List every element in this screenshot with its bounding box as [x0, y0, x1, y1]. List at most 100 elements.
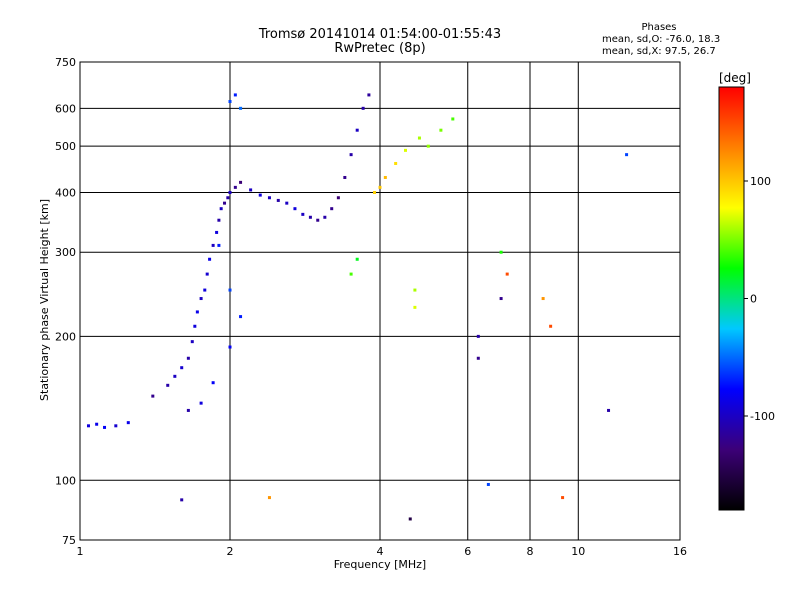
data-point: [499, 297, 503, 301]
y-axis-ticks: 75 100 200 300 400 500 600 750: [55, 56, 76, 547]
data-point: [373, 190, 377, 194]
data-point: [217, 218, 221, 222]
y-tick-label: 100: [55, 474, 76, 487]
data-point: [316, 218, 320, 222]
x-tick-label: 16: [673, 545, 687, 558]
data-point: [215, 230, 219, 234]
data-point: [505, 272, 509, 276]
x-tick-label: 2: [227, 545, 234, 558]
y-tick-label: 600: [55, 102, 76, 115]
data-point: [367, 93, 371, 97]
data-point: [267, 196, 271, 200]
data-point: [126, 421, 130, 425]
data-point: [258, 193, 262, 197]
data-point: [211, 243, 215, 247]
data-point: [408, 517, 412, 521]
y-tick-label: 500: [55, 140, 76, 153]
data-point: [166, 383, 170, 387]
data-point: [276, 198, 280, 202]
phase-o-stats: mean, sd,O: -76.0, 18.3: [602, 34, 721, 45]
y-tick-label: 300: [55, 246, 76, 259]
data-point: [417, 136, 421, 140]
phase-x-stats: mean, sd,X: 97.5, 26.7: [602, 46, 716, 57]
data-point: [239, 180, 243, 184]
y-axis-label: Stationary phase Virtual Height [km]: [38, 199, 51, 401]
colorbar-tick-label: 100: [750, 175, 771, 188]
data-point: [208, 257, 212, 261]
data-point: [205, 272, 209, 276]
data-point: [186, 408, 190, 412]
data-point: [607, 408, 611, 412]
data-point: [336, 196, 340, 200]
data-point: [239, 315, 243, 319]
colorbar-ticks: -100 0 100: [744, 175, 775, 423]
x-axis-ticks: 1 2 4 6 8 10 16: [77, 545, 688, 558]
phase-statistics: Phases mean, sd,O: -76.0, 18.3 mean, sd,…: [602, 22, 721, 58]
data-point: [361, 106, 365, 110]
data-point: [426, 144, 430, 148]
phase-heading: Phases: [641, 22, 677, 33]
data-point: [233, 93, 237, 97]
data-point: [486, 482, 490, 486]
data-point: [228, 288, 232, 292]
y-tick-label: 200: [55, 330, 76, 343]
data-point: [549, 324, 553, 328]
colorbar-tick-label: -100: [750, 410, 775, 423]
data-point: [413, 288, 417, 292]
data-point: [267, 496, 271, 500]
data-point: [541, 297, 545, 301]
data-point: [403, 148, 407, 152]
data-point: [330, 207, 334, 211]
y-tick-label: 75: [62, 534, 76, 547]
data-point: [239, 106, 243, 110]
data-point: [293, 207, 297, 211]
data-point: [195, 310, 199, 314]
data-point: [173, 374, 177, 378]
data-point: [383, 175, 387, 179]
data-point: [439, 128, 443, 132]
data-point: [86, 424, 90, 428]
data-point: [199, 297, 203, 301]
data-point: [308, 215, 312, 219]
data-point: [561, 496, 565, 500]
data-point: [180, 366, 184, 370]
plot-frame: [79, 61, 681, 541]
data-point: [355, 128, 359, 132]
y-tick-label: 400: [55, 186, 76, 199]
data-point: [103, 425, 107, 429]
data-point: [190, 340, 194, 344]
data-point: [203, 288, 207, 292]
colorbar-scale: [718, 86, 745, 511]
x-tick-label: 6: [464, 545, 471, 558]
data-point: [349, 153, 353, 157]
data-point: [217, 243, 221, 247]
x-tick-label: 1: [77, 545, 84, 558]
chart-subtitle: RwPretec (8p): [334, 41, 426, 56]
data-point: [199, 401, 203, 405]
colorbar: [deg] -100 0 100: [718, 71, 775, 511]
data-point: [223, 201, 227, 205]
data-point: [394, 161, 398, 165]
data-point: [355, 257, 359, 261]
data-points: [86, 93, 629, 521]
data-point: [285, 201, 289, 205]
data-point: [228, 100, 232, 104]
data-point: [625, 153, 629, 157]
data-point: [249, 188, 253, 192]
data-point: [180, 498, 184, 502]
data-point: [228, 190, 232, 194]
data-point: [499, 250, 503, 254]
data-point: [323, 215, 327, 219]
y-tick-label: 750: [55, 56, 76, 69]
data-point: [95, 422, 99, 426]
colorbar-label: [deg]: [719, 71, 751, 85]
chart-title: Tromsø 20141014 01:54:00-01:55:43: [258, 27, 502, 42]
data-point: [226, 196, 230, 200]
data-point: [476, 334, 480, 338]
x-tick-label: 10: [571, 545, 585, 558]
data-point: [349, 272, 353, 276]
data-point: [301, 212, 305, 216]
data-point: [378, 185, 382, 189]
